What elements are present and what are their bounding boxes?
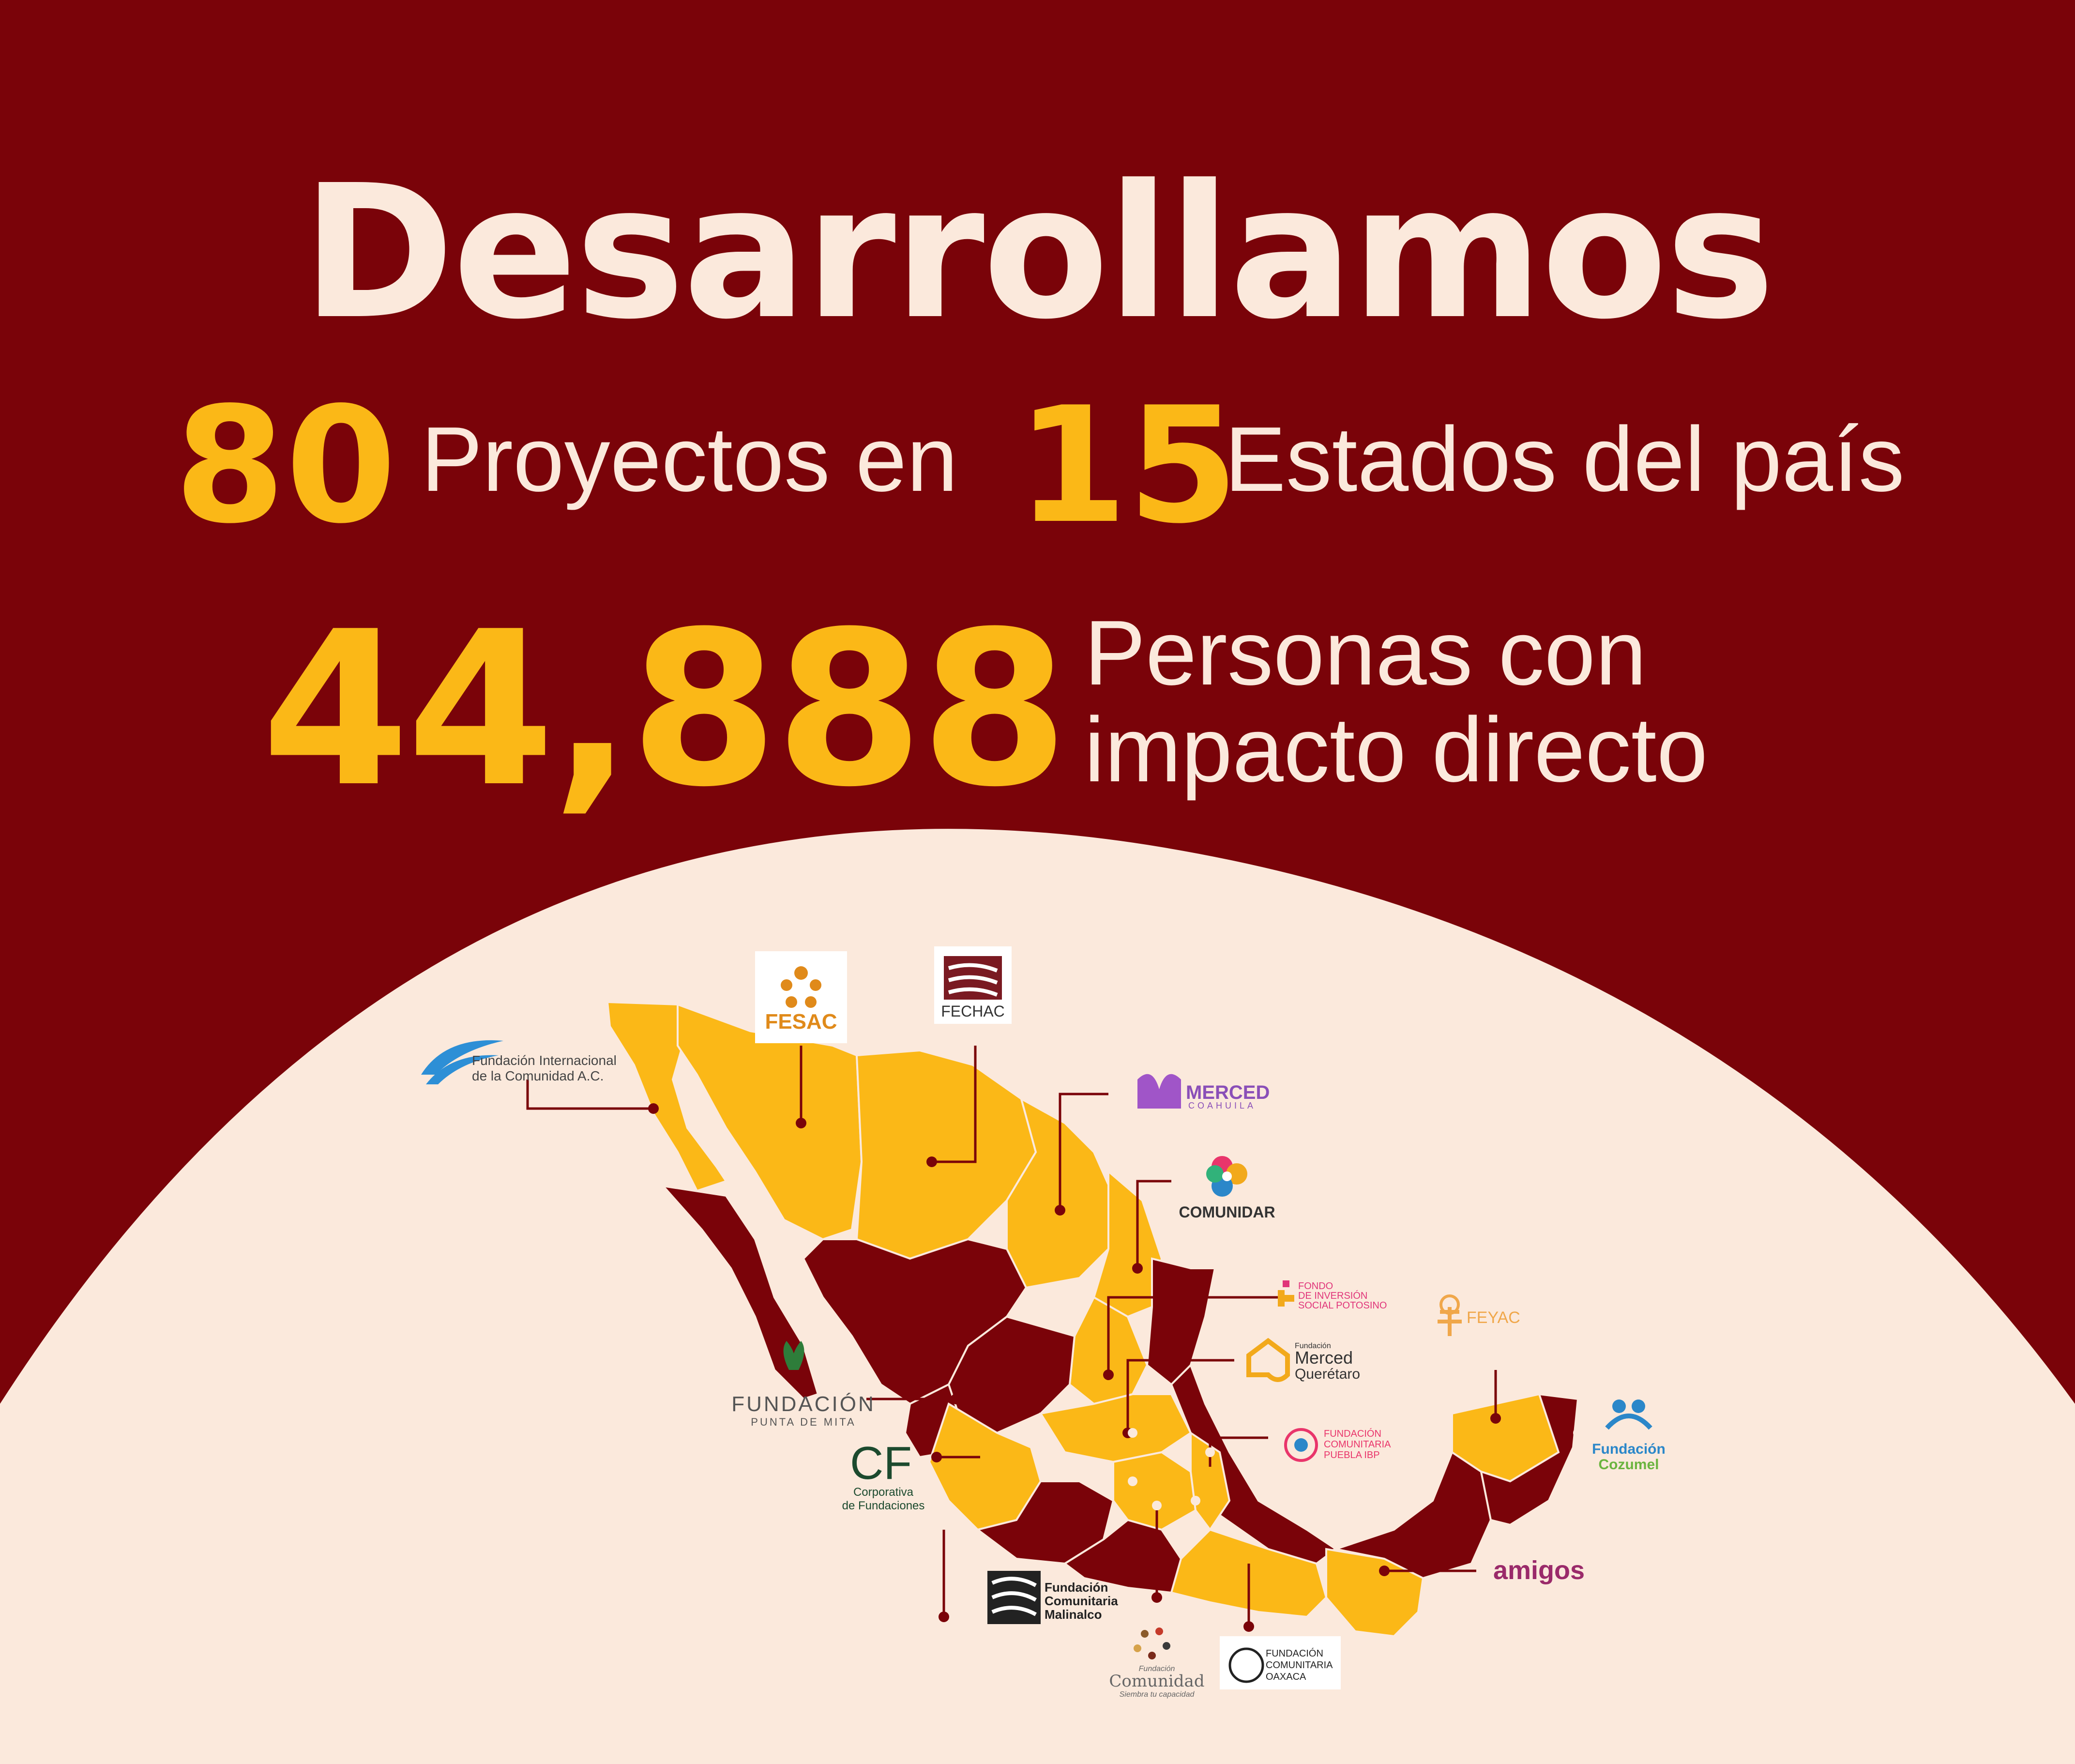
logo-feyac: FEYAC (1438, 1294, 1520, 1336)
state-estado-de-mexico (1112, 1451, 1197, 1531)
map-pins (648, 1103, 1569, 1632)
cream-arc-background (0, 829, 2075, 1764)
pin-slp (1103, 1369, 1114, 1380)
people-count: 44,888 (261, 586, 1069, 834)
pin-yucatan (1490, 1413, 1501, 1424)
pin-jalisco (931, 1452, 942, 1462)
logo-cozumel-name: Fundación (1592, 1441, 1666, 1457)
state-baja-california-sur (660, 1185, 819, 1400)
logo-puebla-line1: FUNDACIÓN (1324, 1428, 1381, 1439)
pin-comunidad (1151, 1592, 1162, 1603)
logo-comunidar-text: COMUNIDAR (1179, 1203, 1275, 1221)
wing-icon (421, 1040, 503, 1075)
logo-punta-mita: FUNDACIÓN PUNTA DE MITA (731, 1341, 876, 1428)
pin-chiapas (1379, 1566, 1390, 1576)
logo-fic-line2: de la Comunidad A.C. (472, 1068, 604, 1083)
logo-oaxaca-line3: OAXACA (1266, 1672, 1306, 1682)
logo-fc-sub: Siembra tu capacidad (1120, 1690, 1195, 1699)
logo-puebla: FUNDACIÓN COMUNITARIA PUEBLA IBP (1284, 1428, 1391, 1462)
projects-label: Proyectos en (421, 408, 958, 511)
logo-pm-name: FUNDACIÓN (731, 1392, 876, 1416)
logo-fc-pre: Fundación (1139, 1665, 1175, 1673)
logo-amigos-text: amigos (1493, 1556, 1585, 1585)
logo-cf-line1: Corporativa (853, 1486, 914, 1499)
logo-fondo-line1: FONDO (1298, 1281, 1333, 1292)
logo-malinalco: Fundación Comunitaria Malinalco (987, 1571, 1118, 1624)
logo-merced-sub: COAHUILA (1188, 1101, 1256, 1110)
people-label-line2: impacto directo (1084, 699, 1708, 801)
logo-merced-coahuila: MERCED COAHUILA (1137, 1074, 1270, 1110)
pin-malinalco (939, 1612, 949, 1622)
logo-pm-sub: PUNTA DE MITA (751, 1416, 856, 1428)
pin-cozumel (1558, 1428, 1569, 1438)
logo-cozumel-sub: Cozumel (1598, 1457, 1659, 1473)
logo-fundacion-internacional: Fundación Internacional de la Comunidad … (421, 1040, 617, 1084)
state-quintana-roo (1480, 1393, 1579, 1526)
logo-fondo-line3: SOCIAL POTOSINO (1298, 1300, 1387, 1311)
logo-fondo-potosino: FONDO DE INVERSIÓN SOCIAL POTOSINO (1278, 1280, 1387, 1311)
states-label: Estados del país (1225, 408, 1905, 511)
headline: Desarrollamos (302, 145, 1775, 360)
logo-puebla-line3: PUEBLA IBP (1324, 1450, 1380, 1460)
leader-lines (526, 1046, 1578, 1627)
pin-nayarit (951, 1394, 961, 1404)
pin-oaxaca (1243, 1621, 1254, 1632)
logo-fundacion-comunidad: Fundación Comunidad Siembra tu capacidad (1109, 1627, 1205, 1699)
logo-cf: CF Corporativa de Fundaciones (842, 1437, 925, 1512)
logo-cf-mark: CF (850, 1437, 912, 1489)
pin-sonora (796, 1118, 806, 1128)
logo-cf-line2: de Fundaciones (842, 1499, 925, 1512)
people-label-line1: Personas con (1084, 602, 1647, 704)
logo-merced-text: MERCED (1186, 1082, 1270, 1103)
logo-malinalco-line2: Comunitaria (1045, 1594, 1118, 1608)
logo-malinalco-line1: Fundación (1045, 1580, 1108, 1595)
pin-coahuila (1055, 1205, 1065, 1216)
logo-oaxaca: FUNDACIÓN COMUNITARIA OAXACA (1220, 1636, 1341, 1689)
logo-merced-queretaro: Fundación Merced Querétaro (1246, 1338, 1360, 1382)
logo-fesac-text: FESAC (765, 1010, 837, 1034)
logo-oaxaca-line1: FUNDACIÓN (1266, 1648, 1323, 1659)
logo-mq-pre: Fundación (1295, 1342, 1331, 1350)
logo-mq-name: Merced (1295, 1348, 1353, 1368)
logo-puebla-line2: COMUNITARIA (1324, 1439, 1391, 1450)
logo-amigos: amigos (1493, 1556, 1585, 1585)
logo-fechac-text: FECHAC (941, 1003, 1005, 1020)
map-white-pins (1128, 1428, 1583, 1510)
logo-fesac: FESAC (755, 951, 847, 1043)
states-count: 15 (1016, 373, 1239, 559)
logo-comunidar: COMUNIDAR (1179, 1156, 1275, 1221)
pin-nuevo-leon (1132, 1263, 1143, 1274)
logo-fc-name: Comunidad (1109, 1672, 1204, 1691)
logo-cozumel: Fundación Cozumel (1592, 1399, 1666, 1473)
logo-mq-sub: Querétaro (1295, 1366, 1360, 1382)
logo-oaxaca-line2: COMUNITARIA (1266, 1660, 1333, 1671)
logo-fondo-line2: DE INVERSIÓN (1298, 1290, 1367, 1301)
logo-fechac: FECHAC (934, 946, 1012, 1024)
pin-baja-california (648, 1103, 659, 1114)
state-nuevo-leon (1092, 1169, 1163, 1318)
logo-fic-line1: Fundación Internacional (472, 1053, 617, 1068)
pin-chihuahua (926, 1156, 937, 1167)
projects-count: 80 (174, 373, 397, 559)
logo-feyac-text: FEYAC (1467, 1308, 1520, 1327)
logo-malinalco-line3: Malinalco (1045, 1607, 1102, 1622)
